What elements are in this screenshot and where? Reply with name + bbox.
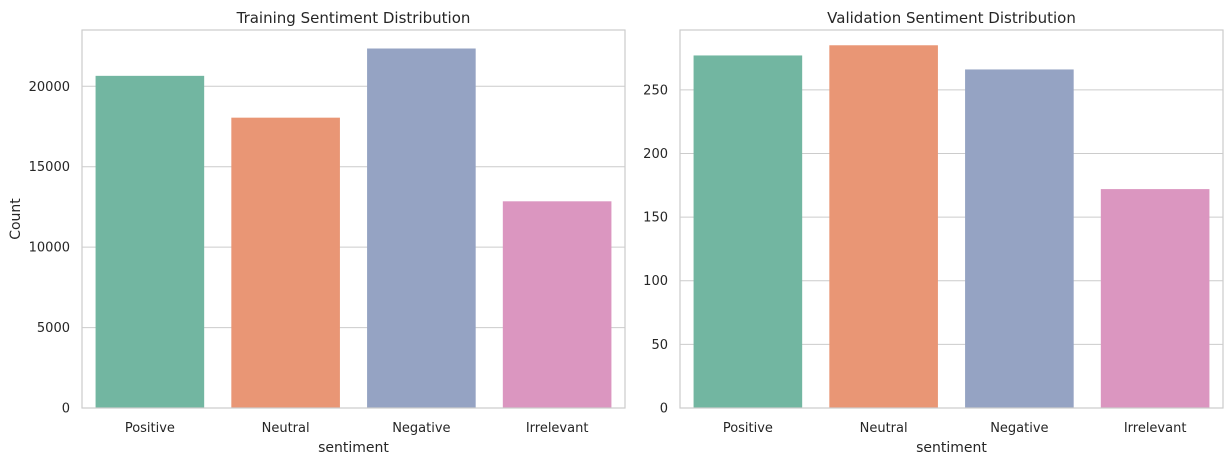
training-chart-panel: Training Sentiment Distribution 0 5000 100…: [8, 9, 626, 456]
y-tick-label: 15000: [29, 160, 70, 175]
plot-frame: [81, 29, 626, 409]
x-axis-label: sentiment: [916, 440, 987, 456]
validation-chart-panel: Validation Sentiment Distribution 0 50 100…: [643, 9, 1224, 456]
x-axis-label: sentiment: [318, 440, 389, 456]
chart-title: Training Sentiment Distribution: [236, 9, 471, 27]
x-tick-label: Irrelevant: [1124, 421, 1187, 436]
y-tick-label: 50: [651, 338, 668, 353]
bar-negative: [965, 69, 1074, 409]
plot-frame: [679, 29, 1224, 409]
y-tick-label: 150: [643, 211, 668, 226]
x-tick-label: Irrelevant: [526, 421, 589, 436]
x-tick-label: Negative: [990, 421, 1048, 436]
bar-neutral: [231, 117, 340, 409]
x-tick-label: Neutral: [262, 421, 310, 436]
bar-negative: [367, 48, 476, 409]
y-tick-label: 10000: [29, 241, 70, 256]
chart-title: Validation Sentiment Distribution: [827, 9, 1076, 27]
y-tick-label: 20000: [29, 80, 70, 95]
x-tick-label: Positive: [723, 421, 773, 436]
bar-irrelevant: [502, 201, 612, 408]
bar-positive: [95, 75, 205, 408]
x-tick-label: Positive: [125, 421, 175, 436]
x-tick-label: Negative: [392, 421, 450, 436]
x-tick-label: Neutral: [860, 421, 908, 436]
bar-neutral: [829, 45, 938, 408]
y-tick-labels: 0 50 100 150 200 250: [643, 83, 668, 416]
y-axis-label: Count: [8, 198, 24, 240]
y-tick-labels: 0 5000 10000 15000 20000: [29, 80, 70, 417]
y-tick-label: 0: [62, 402, 70, 417]
y-tick-label: 250: [643, 83, 668, 98]
y-tick-label: 100: [643, 274, 668, 289]
y-tick-label: 200: [643, 147, 668, 162]
bars: [693, 45, 1210, 409]
y-tick-label: 5000: [37, 321, 70, 336]
x-tick-labels: Positive Neutral Negative Irrelevant: [125, 421, 589, 436]
bar-irrelevant: [1100, 189, 1210, 408]
bar-positive: [693, 55, 803, 409]
bars: [95, 48, 612, 409]
y-tick-label: 0: [660, 402, 668, 417]
x-tick-labels: Positive Neutral Negative Irrelevant: [723, 421, 1187, 436]
